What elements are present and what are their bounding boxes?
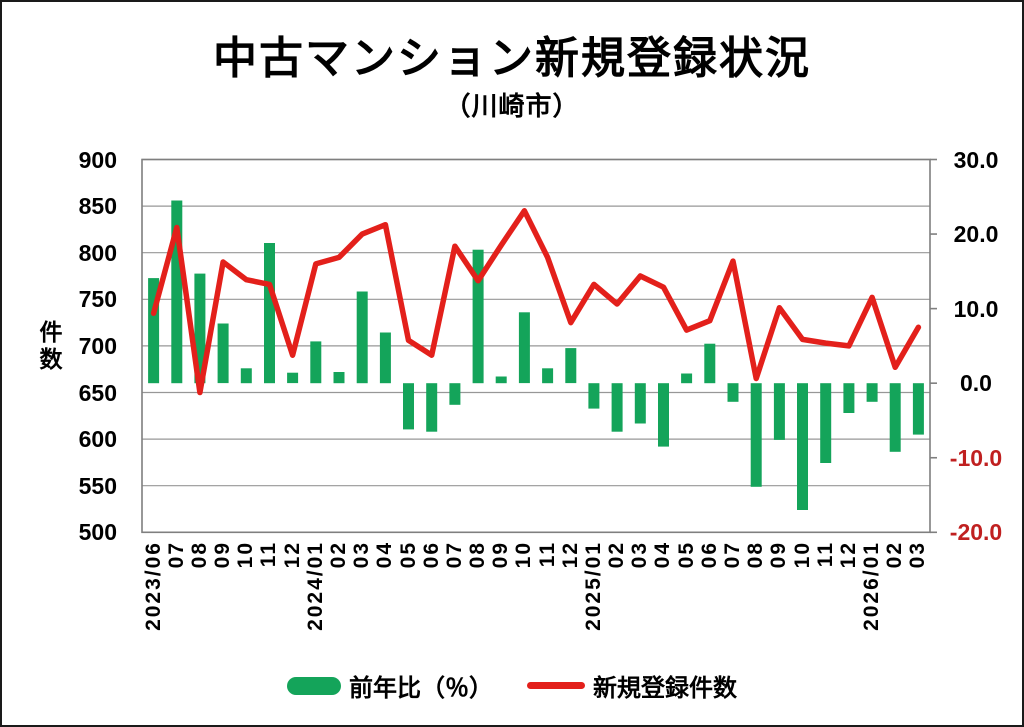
bar-yoy	[611, 383, 623, 432]
left-axis-tick-label: 750	[78, 286, 117, 313]
bar-yoy	[472, 249, 484, 384]
x-axis-tick-label: 06	[697, 541, 721, 569]
x-axis-tick-label: 11	[257, 541, 281, 568]
line-registrations	[150, 208, 922, 396]
bar-yoy	[495, 376, 507, 384]
x-axis-tick-label: 2023/06	[141, 541, 165, 631]
x-axis-tick-label: 09	[489, 541, 513, 569]
left-axis-tick-label: 650	[78, 379, 117, 406]
bar-yoy	[264, 243, 275, 384]
bar-yoy	[750, 383, 762, 487]
bar-yoy	[217, 323, 229, 384]
x-axis-tick-label: 09	[211, 541, 235, 569]
bar-yoy	[148, 278, 160, 384]
right-axis-tick-label: 10.0	[953, 295, 999, 322]
bar-yoy	[912, 383, 924, 435]
right-axis-tick-label: 20.0	[953, 221, 999, 248]
right-axis-tick-label: -20.0	[949, 519, 1003, 546]
left-axis-tick-label: 700	[78, 332, 117, 359]
bar-yoy	[171, 200, 183, 384]
left-axis-tick-label: 550	[78, 472, 117, 499]
left-axis-title: 件数	[36, 320, 62, 374]
legend-item-yoy: 前年比（％）	[287, 668, 493, 703]
x-axis-tick-label: 08	[744, 541, 768, 569]
x-axis-tick-label: 07	[721, 541, 744, 569]
chart-title: 中古マンション新規登録状況	[213, 34, 811, 83]
left-axis-tick-label: 500	[78, 519, 117, 546]
right-axis-tick-label: 30.0	[953, 146, 999, 173]
left-axis-tick-label: 800	[78, 239, 117, 266]
right-axis-tick-label: 0.0	[960, 370, 992, 397]
x-axis-tick-label: 02	[883, 541, 907, 569]
bar-yoy	[565, 348, 577, 384]
bar-yoy	[194, 273, 206, 384]
bar-yoy	[379, 332, 391, 384]
bar-yoy	[542, 368, 554, 384]
x-axis-tick-label: 02	[327, 541, 350, 569]
x-axis-tick-label: 2025/01	[581, 541, 605, 631]
x-axis-tick-label: 10	[234, 541, 258, 569]
x-axis-tick-label: 11	[813, 541, 837, 568]
bar-yoy	[658, 383, 669, 447]
x-axis-tick-label: 03	[350, 541, 374, 569]
x-axis-tick-label: 07	[442, 541, 466, 569]
bar-yoy	[727, 383, 739, 402]
right-axis-tick-label: -10.0	[949, 444, 1003, 471]
bar-yoy	[704, 343, 716, 384]
x-axis-tick-label: 02	[605, 541, 629, 569]
chart-subtitle: （川崎市）	[444, 91, 580, 121]
bar-yoy	[773, 383, 785, 440]
legend-label-yoy: 前年比（％）	[349, 675, 493, 702]
x-axis-tick-label: 05	[396, 541, 420, 569]
x-axis-tick-label: 08	[466, 541, 490, 569]
plot-border	[141, 158, 931, 534]
bar-yoy	[518, 312, 530, 384]
x-axis-tick-label: 07	[164, 541, 188, 569]
x-axis-tick-label: 10	[512, 541, 536, 569]
bar-yoy	[287, 372, 299, 384]
legend-item-registrations: 新規登録件数	[527, 668, 737, 703]
bar-yoy	[240, 368, 252, 384]
left-axis-tick-label: 600	[78, 426, 117, 453]
line-series-swatch	[527, 682, 585, 689]
bar-yoy	[449, 383, 461, 405]
bar-yoy	[889, 383, 901, 452]
x-axis-tick-label: 09	[767, 541, 791, 569]
x-axis-tick-label: 04	[651, 541, 675, 569]
x-axis-tick-label: 06	[419, 541, 443, 569]
bar-yoy	[820, 383, 832, 463]
bar-yoy	[634, 383, 646, 424]
bar-yoy	[356, 291, 368, 384]
bar-yoy	[843, 383, 855, 413]
x-axis-tick-label: 2024/01	[303, 541, 327, 631]
left-axis-tick-label: 850	[78, 193, 117, 220]
x-axis-tick-label: 03	[628, 541, 652, 569]
bar-yoy	[403, 383, 414, 430]
bar-yoy	[426, 383, 438, 432]
bar-yoy	[866, 383, 878, 402]
x-axis-tick-label: 03	[906, 541, 930, 569]
x-axis-tick-label: 12	[280, 541, 304, 569]
x-axis-tick-label: 12	[836, 541, 860, 569]
bar-yoy	[333, 372, 345, 384]
legend-label-registrations: 新規登録件数	[593, 675, 737, 702]
x-axis-tick-label: 10	[790, 541, 814, 569]
x-axis-tick-label: 12	[558, 541, 582, 569]
bar-series-swatch	[287, 676, 341, 695]
bar-yoy	[797, 383, 808, 510]
legend: 前年比（％） 新規登録件数	[0, 668, 1024, 703]
x-axis-tick-label: 2026/01	[860, 541, 884, 631]
left-axis-tick-label: 900	[78, 146, 117, 173]
bar-yoy	[588, 383, 600, 409]
x-axis-tick-label: 08	[187, 541, 211, 569]
bar-yoy	[681, 373, 693, 384]
x-axis-tick-label: 04	[373, 541, 397, 569]
x-axis-tick-label: 11	[535, 541, 559, 568]
bar-yoy	[310, 341, 322, 384]
x-axis-tick-label: 05	[674, 541, 698, 569]
